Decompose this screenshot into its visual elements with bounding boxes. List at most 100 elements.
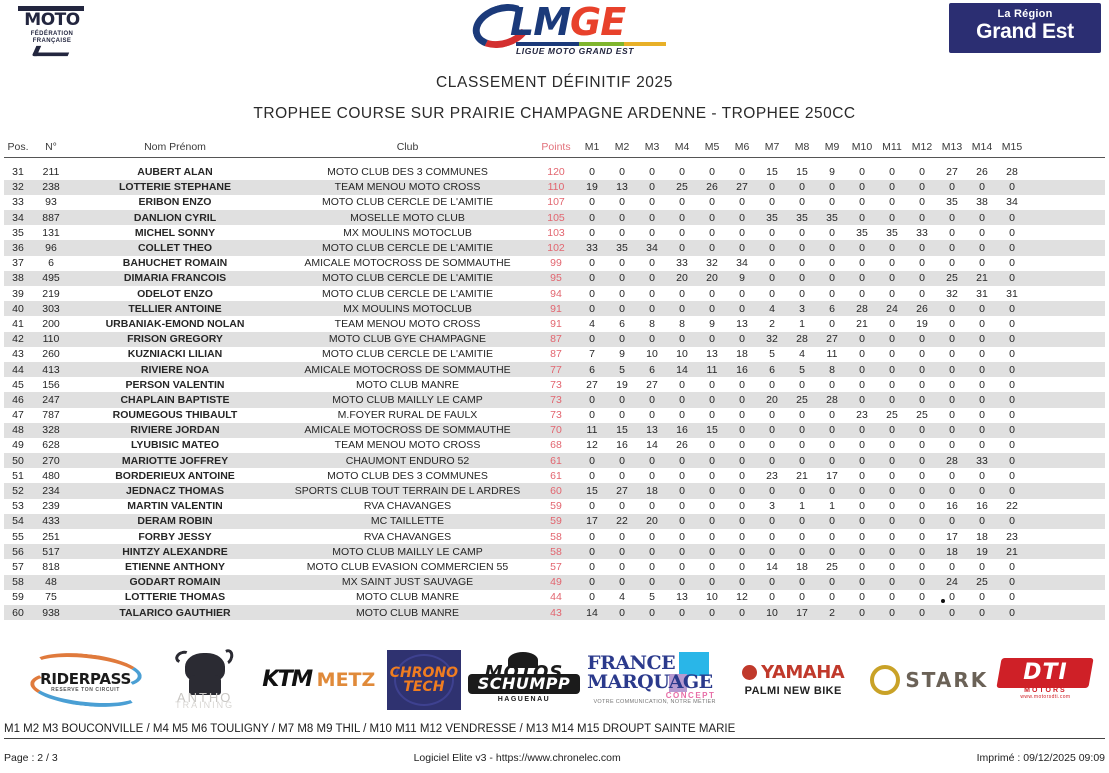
cell-m3: 5 <box>637 589 667 605</box>
cell-rider-name: URBANIAK-EMOND NOLAN <box>70 316 280 332</box>
cell-m2: 5 <box>607 361 637 378</box>
yamaha-row: YAMAHA <box>725 663 861 682</box>
results-table: Pos. N° Nom Prénom Club Points M1 M2 M3 … <box>4 140 1105 621</box>
cell-m9: 0 <box>817 270 847 286</box>
cell-m2: 0 <box>607 270 637 286</box>
table-row[interactable]: 36 96 COLLET THEO MOTO CLUB CERCLE DE L'AMI… <box>4 240 1105 256</box>
cell-m9: 9 <box>817 164 847 180</box>
table-row[interactable]: 32 238 LOTTERIE STEPHANE TEAM MENOU MOTO CR… <box>4 179 1105 195</box>
cell-m13: 16 <box>937 498 967 514</box>
cell-m15: 0 <box>997 210 1027 226</box>
cell-filler <box>1027 513 1105 529</box>
cell-m9: 0 <box>817 513 847 529</box>
cell-m11: 35 <box>877 225 907 241</box>
france-marquage-box-icon <box>679 652 710 676</box>
cell-m14: 33 <box>967 453 997 469</box>
table-row[interactable]: 58 48 GODART ROMAIN MX SAINT JUST SAUVAGE 49… <box>4 574 1105 590</box>
cell-position: 34 <box>4 210 32 226</box>
table-row[interactable]: 41 200 URBANIAK-EMOND NOLAN TEAM MENOU MOTO… <box>4 316 1105 332</box>
cell-m5: 15 <box>697 422 727 438</box>
cell-m1: 0 <box>577 468 607 484</box>
cell-m4: 0 <box>667 286 697 302</box>
table-row[interactable]: 42 110 FRISON GREGORY MOTO CLUB GYE CHAMPAG… <box>4 331 1105 347</box>
cell-m1: 0 <box>577 225 607 241</box>
table-row[interactable]: 50 270 MARIOTTE JOFFREY CHAUMONT ENDURO 52 6… <box>4 453 1105 469</box>
cell-m3: 0 <box>637 529 667 545</box>
cell-club: CHAUMONT ENDURO 52 <box>280 453 535 469</box>
cell-m2: 0 <box>607 453 637 469</box>
table-row[interactable]: 55 251 FORBY JESSY RVA CHAVANGES 58 0 0 0 0 0 0 0 0 0… <box>4 529 1105 545</box>
cell-m12: 26 <box>907 301 937 317</box>
cell-filler <box>1027 483 1105 499</box>
cell-club: MOTO CLUB DES 3 COMMUNES <box>280 164 535 180</box>
cell-club: MOTO CLUB DES 3 COMMUNES <box>280 468 535 484</box>
cell-points: 61 <box>535 468 577 484</box>
cell-m9: 0 <box>817 483 847 499</box>
cell-rider-number: 433 <box>32 513 70 529</box>
cell-m3: 0 <box>637 179 667 195</box>
table-row[interactable]: 47 787 ROUMEGOUS THIBAULT M.FOYER RURAL DE … <box>4 407 1105 423</box>
cell-m3: 0 <box>637 210 667 226</box>
cell-m3: 0 <box>637 559 667 575</box>
cell-m4: 0 <box>667 513 697 529</box>
table-row[interactable]: 31 211 AUBERT ALAN MOTO CLUB DES 3 COMMUNES… <box>4 164 1105 180</box>
cell-m15: 0 <box>997 559 1027 575</box>
table-row[interactable]: 53 239 MARTIN VALENTIN RVA CHAVANGES 59 0 0 0 0 0… <box>4 498 1105 514</box>
cell-position: 60 <box>4 604 32 621</box>
cell-m9: 0 <box>817 286 847 302</box>
cell-rider-name: LOTTERIE STEPHANE <box>70 179 280 195</box>
table-row[interactable]: 57 818 ETIENNE ANTHONY MOTO CLUB EVASION CO… <box>4 559 1105 575</box>
cell-position: 57 <box>4 559 32 575</box>
cell-m6: 18 <box>727 346 757 362</box>
cell-m7: 2 <box>757 316 787 332</box>
table-row[interactable]: 54 433 DERAM ROBIN MC TAILLETTE 59 17 22 20 0 0 0 0… <box>4 513 1105 529</box>
cell-m4: 0 <box>667 453 697 469</box>
cell-m8: 1 <box>787 498 817 514</box>
cell-points: 120 <box>535 164 577 180</box>
cell-m6: 27 <box>727 179 757 195</box>
chrono-tagline: TECH <box>403 679 445 695</box>
table-row[interactable]: 48 328 RIVIERE JORDAN AMICALE MOTOCROSS DE … <box>4 422 1105 438</box>
table-row[interactable]: 51 480 BORDERIEUX ANTOINE MOTO CLUB DES 3 C… <box>4 468 1105 484</box>
cell-m13: 24 <box>937 574 967 590</box>
table-row[interactable]: 40 303 TELLIER ANTOINE MX MOULINS MOTOCLUB 9… <box>4 301 1105 317</box>
cell-m6: 0 <box>727 392 757 408</box>
cell-m6: 0 <box>727 498 757 514</box>
cell-position: 48 <box>4 422 32 438</box>
table-row[interactable]: 46 247 CHAPLAIN BAPTISTE MOTO CLUB MAILLY L… <box>4 392 1105 408</box>
cell-club: RVA CHAVANGES <box>280 498 535 514</box>
cell-m10: 0 <box>847 559 877 575</box>
table-row[interactable]: 44 413 RIVIERE NOA AMICALE MOTOCROSS DE SOM… <box>4 361 1105 378</box>
cell-m2: 0 <box>607 255 637 271</box>
cell-m9: 2 <box>817 604 847 621</box>
cell-filler <box>1027 422 1105 438</box>
table-row[interactable]: 45 156 PERSON VALENTIN MOTO CLUB MANRE 73 27 1… <box>4 377 1105 393</box>
cell-m10: 0 <box>847 179 877 195</box>
table-row[interactable]: 37 6 BAHUCHET ROMAIN AMICALE MOTOCROSS DE S… <box>4 255 1105 271</box>
chrono-tech-logo: CHRONO TECH <box>386 650 461 710</box>
table-row[interactable]: 35 131 MICHEL SONNY MX MOULINS MOTOCLUB 103 0… <box>4 225 1105 241</box>
cell-filler <box>1027 453 1105 469</box>
cell-m10: 0 <box>847 194 877 211</box>
cell-m14: 0 <box>967 331 997 347</box>
cell-rider-number: 887 <box>32 210 70 226</box>
cell-m2: 0 <box>607 164 637 180</box>
cell-m10: 0 <box>847 604 877 621</box>
table-row[interactable]: 56 517 HINTZY ALEXANDRE MOTO CLUB MAILLY LE… <box>4 544 1105 560</box>
table-row[interactable]: 52 234 JEDNACZ THOMAS SPORTS CLUB TOUT TERR… <box>4 483 1105 499</box>
table-row[interactable]: 60 938 TALARICO GAUTHIER MOTO CLUB MANRE 43 1… <box>4 604 1105 621</box>
cell-position: 35 <box>4 225 32 241</box>
table-row[interactable]: 34 887 DANLION CYRIL MOSELLE MOTO CLUB 105 0 0… <box>4 210 1105 226</box>
cell-m12: 0 <box>907 331 937 347</box>
table-row[interactable]: 43 260 KUZNIACKI LILIAN MOTO CLUB CERCLE DE… <box>4 346 1105 362</box>
table-row[interactable]: 59 75 LOTTERIE THOMAS MOTO CLUB MANRE 44 0 4 5 1… <box>4 589 1105 605</box>
cell-points: 99 <box>535 255 577 271</box>
cell-m7: 0 <box>757 407 787 423</box>
table-row[interactable]: 49 628 LYUBISIC MATEO TEAM MENOU MOTO CROSS… <box>4 437 1105 454</box>
table-row[interactable]: 33 93 ERIBON ENZO MOTO CLUB CERCLE DE L'AMI… <box>4 194 1105 211</box>
table-row[interactable]: 38 495 DIMARIA FRANCOIS MOTO CLUB CERCLE DE… <box>4 270 1105 286</box>
cell-position: 37 <box>4 255 32 271</box>
cell-m8: 0 <box>787 422 817 438</box>
cell-filler <box>1027 604 1105 621</box>
table-row[interactable]: 39 219 ODELOT ENZO MOTO CLUB CERCLE DE L'AM… <box>4 286 1105 302</box>
